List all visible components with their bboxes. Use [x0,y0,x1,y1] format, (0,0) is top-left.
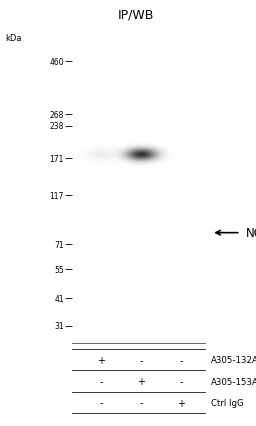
Text: +: + [177,397,185,408]
Text: 171: 171 [50,154,64,164]
Text: +: + [97,355,105,365]
Text: -: - [99,397,103,408]
Text: -: - [99,376,103,386]
Text: 41: 41 [54,294,64,303]
Text: 117: 117 [50,191,64,201]
Text: A305-132A: A305-132A [211,355,256,365]
Bar [72,45,205,343]
Text: Ctrl IgG: Ctrl IgG [211,398,244,407]
Text: IP/WB: IP/WB [118,9,154,21]
Text: -: - [139,355,143,365]
Text: 71: 71 [54,240,64,249]
Text: +: + [137,376,145,386]
Text: NOA1: NOA1 [246,227,256,239]
Text: 268: 268 [50,110,64,119]
Text: -: - [179,376,183,386]
Text: 238: 238 [50,122,64,131]
Text: A305-153A: A305-153A [211,377,256,386]
Text: -: - [139,397,143,408]
Text: 55: 55 [54,265,64,274]
Text: kDa: kDa [5,34,22,43]
Text: -: - [179,355,183,365]
Text: 460: 460 [49,58,64,67]
Text: 31: 31 [54,321,64,330]
